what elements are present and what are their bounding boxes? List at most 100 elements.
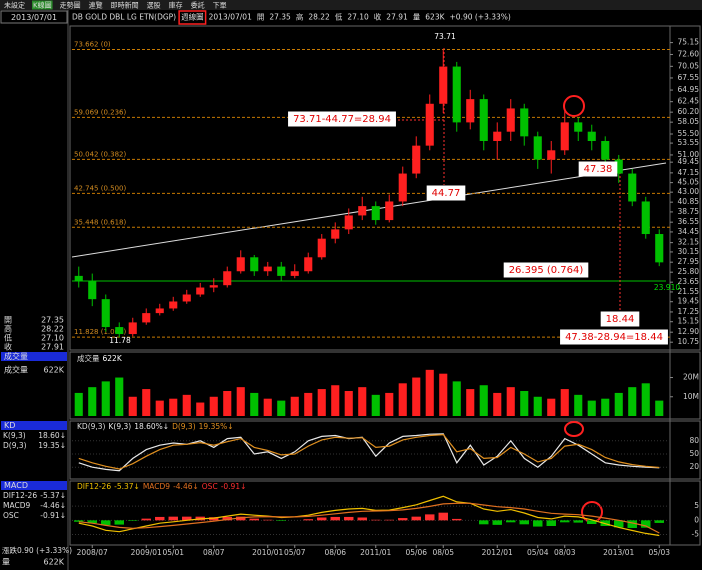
osc-bar: [573, 520, 583, 523]
title-part: -4.46↓: [173, 482, 199, 491]
volume-bar: [304, 392, 313, 416]
x-tick-label: 2011/01: [360, 548, 391, 557]
toolbar-tab[interactable]: K線圖: [33, 1, 52, 10]
candle-body: [506, 108, 515, 132]
osc-bar: [317, 517, 327, 521]
volume-bar: [331, 385, 340, 416]
quote-value: 27.35: [269, 13, 291, 22]
volume-bar: [398, 383, 407, 416]
volume-bar: [358, 387, 367, 416]
quote-label: 低: [335, 12, 343, 22]
candle-body: [358, 206, 367, 216]
osc-bar: [330, 516, 340, 521]
quote-value: 27.91: [386, 13, 408, 22]
panel-title: 成交量 622K: [77, 353, 123, 363]
x-tick-label: 2013/01: [603, 548, 634, 557]
annotation: 47.38-28.94=18.44: [565, 332, 663, 343]
y-tick-label: 51.00: [678, 150, 700, 159]
y-tick-label: 47.15: [678, 168, 700, 177]
title-part: MACD9: [143, 482, 170, 491]
quote-value: 623K: [425, 13, 445, 22]
volume-bar: [655, 400, 664, 416]
volume-bar: [277, 400, 286, 416]
x-tick-label: 05/07: [284, 548, 306, 557]
quote-label: 低: [4, 333, 12, 343]
title-part: KD(9,3): [77, 422, 106, 431]
y-tick-label: 72.60: [678, 49, 700, 58]
annotation: 73.71-44.77=28.94: [293, 114, 391, 125]
volume-bar: [425, 369, 434, 416]
y-tick-label: 20: [689, 462, 699, 471]
toolbar-tabs: 未設定 K線圖 走勢圖 連覽 即時新聞 選股 庫存 委託 下單: [4, 0, 227, 10]
left-volume-value: 622K: [43, 366, 64, 375]
osc-bar: [357, 517, 367, 521]
osc-bar: [236, 516, 246, 521]
title-part: K(9,3): [108, 422, 131, 431]
volume-frame: [69, 351, 701, 420]
toolbar-tab[interactable]: 選股: [147, 1, 161, 10]
period-box: [178, 10, 207, 25]
candle-body: [493, 131, 502, 141]
osc-bar: [344, 516, 354, 521]
x-tick-label: 05/01: [162, 548, 184, 557]
left-volume-value: 622K: [43, 558, 64, 567]
left-volume-label: 成交量: [4, 365, 28, 375]
y-tick-label: 55.50: [678, 129, 700, 138]
y-tick-label: 53.55: [678, 138, 700, 147]
y-tick-label: 12.90: [678, 327, 700, 336]
volume-bar: [547, 398, 556, 416]
osc-bar: [101, 520, 111, 526]
annotation-box: [560, 329, 668, 345]
section-volume: [1, 352, 67, 361]
kd-label: D(9,3): [3, 441, 27, 450]
osc-bar: [182, 516, 192, 521]
osc-bar: [560, 520, 570, 523]
toolbar-tab[interactable]: 走勢圖: [60, 1, 81, 10]
toolbar-tab[interactable]: 連覽: [89, 1, 103, 10]
toolbar-tab[interactable]: 未設定: [4, 1, 25, 10]
title-part: 622K: [103, 354, 123, 363]
y-tick-label: 75.15: [678, 38, 700, 47]
quote-value: 28.22: [308, 13, 330, 22]
volume-bar: [169, 398, 178, 416]
panel-title: DIF12-26 -5.37↓ MACD9 -4.46↓ OSC -0.91↓: [77, 482, 246, 491]
title-part: -0.91↓: [221, 482, 247, 491]
toolbar: [0, 0, 702, 10]
candle-body: [425, 103, 434, 146]
osc-bar: [533, 520, 543, 527]
osc-bar: [87, 520, 97, 524]
volume-bar: [533, 396, 542, 416]
x-tick-label: 2008/07: [77, 548, 108, 557]
volume-bar: [506, 387, 515, 416]
toolbar-tab[interactable]: 庫存: [169, 1, 183, 10]
active-tab: [32, 0, 53, 10]
volume-bar: [493, 392, 502, 416]
volume-bar: [385, 392, 394, 416]
toolbar-tab[interactable]: 下單: [213, 2, 227, 10]
symbol: DB GOLD DBL LG ETN(DGP): [72, 13, 176, 22]
volume-bar: [560, 389, 569, 416]
candle-body: [655, 234, 664, 263]
candle-body: [533, 136, 542, 160]
candle-body: [439, 66, 448, 104]
osc-bar: [587, 520, 597, 525]
macd-value: -5.37↓: [40, 491, 66, 500]
toolbar-tab[interactable]: 委託: [191, 1, 205, 10]
toolbar-tab[interactable]: 即時新聞: [111, 1, 139, 10]
price-frame: [69, 25, 701, 351]
x-tick-label: 05/06: [405, 548, 427, 557]
title-part: -5.37↓: [114, 482, 140, 491]
y-tick-label: 43.00: [678, 187, 700, 196]
candle-body: [101, 299, 110, 328]
candle-body: [236, 257, 245, 272]
volume-bar: [587, 400, 596, 416]
osc-bar: [627, 520, 637, 528]
y-tick-label: 40.85: [678, 197, 700, 206]
candle-body: [142, 313, 151, 323]
osc-bar: [411, 516, 421, 521]
left-date: 2013/07/01: [11, 13, 57, 22]
y-tick-label: 36.55: [678, 217, 700, 226]
y-tick-label: 70.05: [678, 61, 700, 70]
highlight-circle: [563, 95, 585, 117]
y-tick-label: 25.80: [678, 267, 700, 276]
